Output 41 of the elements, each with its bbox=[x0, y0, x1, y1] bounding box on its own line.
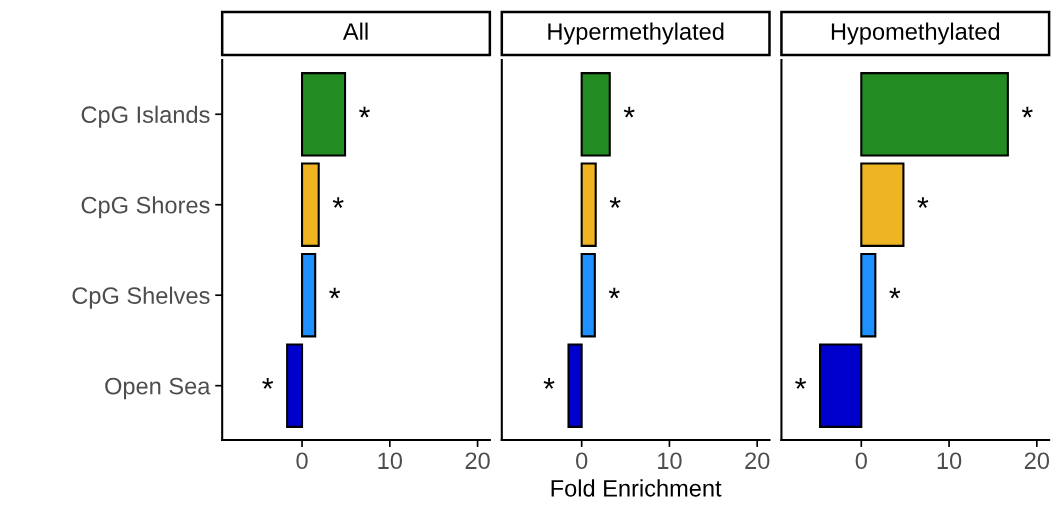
annotation: * bbox=[329, 287, 341, 299]
x-tick-label: 10 bbox=[658, 452, 682, 470]
annotation: * bbox=[889, 287, 901, 299]
x-tick-label: 20 bbox=[465, 452, 490, 470]
bar bbox=[860, 253, 877, 338]
bar bbox=[860, 162, 905, 247]
bar bbox=[286, 343, 304, 428]
y-tick-label: CpG Shores bbox=[81, 196, 210, 219]
bar bbox=[580, 253, 596, 338]
bar bbox=[580, 162, 597, 247]
chart-title: Hypermethylated bbox=[548, 22, 724, 45]
x-tick-label: 10 bbox=[937, 452, 962, 470]
x-tick-label: 20 bbox=[1024, 452, 1050, 470]
bar bbox=[301, 253, 317, 338]
annotation: * bbox=[1021, 106, 1033, 118]
annotation: * bbox=[262, 378, 274, 389]
bar bbox=[301, 162, 320, 247]
annotation: * bbox=[795, 378, 807, 389]
annotation: * bbox=[608, 287, 620, 299]
annotation: * bbox=[332, 197, 344, 208]
x-tick-label: 0 bbox=[576, 452, 588, 470]
bar bbox=[819, 343, 863, 428]
x-tick-label: 0 bbox=[855, 452, 867, 470]
x-axis-title: Fold Enrichment bbox=[551, 479, 722, 497]
bar bbox=[860, 72, 1009, 157]
annotation: * bbox=[609, 197, 621, 208]
bar bbox=[580, 72, 611, 157]
chart-title: Hypomethylated bbox=[831, 22, 1000, 45]
x-tick-label: 20 bbox=[745, 452, 770, 470]
y-tick-label: Open Sea bbox=[105, 377, 211, 400]
annotation: * bbox=[543, 378, 555, 389]
annotation: * bbox=[917, 197, 929, 208]
y-tick-label: CpG Islands bbox=[81, 105, 210, 128]
annotation: * bbox=[623, 106, 635, 118]
y-tick-label: CpG Shelves bbox=[72, 286, 210, 309]
chart-title: All bbox=[342, 22, 368, 40]
annotation: * bbox=[359, 106, 370, 118]
x-tick-label: 0 bbox=[296, 452, 308, 470]
bar bbox=[301, 72, 347, 157]
bar bbox=[567, 343, 583, 428]
x-tick-label: 10 bbox=[378, 452, 403, 470]
